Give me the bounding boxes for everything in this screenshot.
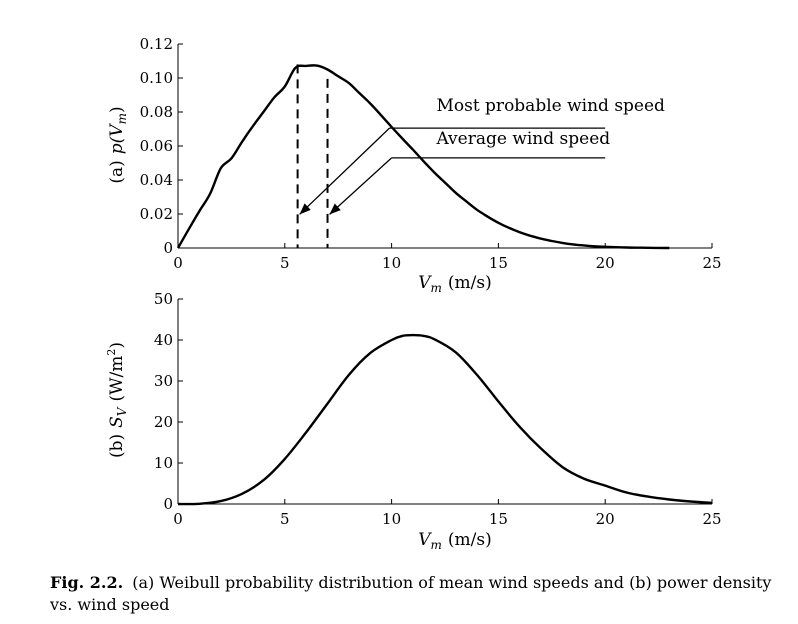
panel-b-y-tick-label: 40: [154, 331, 173, 349]
caption-text: (a) Weibull probability distribution of …: [50, 573, 772, 614]
panel-a-y-tick-label: 0: [163, 239, 173, 257]
panel-b-y-tick-label: 50: [154, 290, 173, 308]
panel-b-x-tick-label: 25: [702, 510, 721, 528]
panel-b-power-density-curve: [177, 333, 713, 506]
figure-caption: Fig. 2.2. (a) Weibull probability distri…: [50, 572, 790, 616]
panel-a-x-tick-label: 25: [702, 254, 721, 272]
average-annotation-arrow: [329, 157, 393, 215]
average-annotation-label: Average wind speed: [435, 129, 610, 149]
panel-a-y-tick-label: 0.12: [140, 35, 173, 53]
panel-a-x-tick-label: 0: [173, 254, 183, 272]
panel-a-y-tick-label: 0.06: [140, 137, 173, 155]
panel-b-y-tick-label: 0: [163, 495, 173, 513]
panel-a-annotations: Most probable wind speed Average wind spe…: [299, 96, 665, 215]
figure: 0 5 10 15 20 25 0 0.02 0.04 0.06 0.08 0.10 0.12 Mos…: [105, 35, 722, 552]
panel-b-x-ticks: 0 5 10 15 20 25: [173, 499, 722, 528]
panel-b-chart: 0 5 10 15 20 25 0 10 20 30 40 50 Vm (m/s) (b)SV(W/m…: [105, 290, 722, 552]
panel-a-y-ticks: 0 0.02 0.04 0.06 0.08 0.10 0.12: [140, 35, 183, 257]
most-probable-annotation-arrow: [299, 127, 390, 215]
panel-a-y-tick-label: 0.02: [140, 205, 173, 223]
most-probable-annotation-label: Most probable wind speed: [436, 96, 665, 116]
caption-figure-label: Fig. 2.2.: [50, 573, 124, 592]
panel-b-y-tick-label: 10: [154, 454, 173, 472]
most-probable-annotation-arrowhead: [299, 203, 311, 215]
average-annotation-arrowhead: [329, 203, 341, 215]
panel-b-y-tick-label: 20: [154, 413, 173, 431]
panel-b-y-tick-label: 30: [154, 372, 173, 390]
panel-a-y-tick-label: 0.04: [140, 171, 173, 189]
panel-b-y-ticks: 0 10 20 30 40 50: [154, 290, 183, 513]
panel-b-x-axis-label: Vm (m/s): [418, 530, 492, 552]
panel-a-x-tick-label: 10: [382, 254, 401, 272]
panel-a-chart: 0 5 10 15 20 25 0 0.02 0.04 0.06 0.08 0.10 0.12 Mos…: [107, 35, 722, 295]
panel-a-x-tick-label: 20: [596, 254, 615, 272]
panel-a-y-axis-label: (a)p(Vm): [107, 106, 129, 183]
panel-a-y-tick-label: 0.10: [140, 69, 173, 87]
panel-a-x-ticks: 0 5 10 15 20 25: [173, 243, 722, 272]
panel-b-x-tick-label: 0: [173, 510, 183, 528]
panel-a-x-tick-label: 5: [280, 254, 290, 272]
panel-b-x-tick-label: 10: [382, 510, 401, 528]
panel-a-pdf-curve: [176, 64, 670, 250]
panel-a-y-tick-label: 0.08: [140, 103, 173, 121]
panel-b-x-tick-label: 5: [280, 510, 290, 528]
panel-b-x-tick-label: 15: [489, 510, 508, 528]
panel-b-y-axis-label: (b)SV(W/m2): [105, 342, 129, 458]
panel-a-markers: [296, 64, 329, 248]
panel-b-x-tick-label: 20: [596, 510, 615, 528]
panel-a-x-tick-label: 15: [489, 254, 508, 272]
panel-a-x-axis-label: Vm (m/s): [418, 273, 492, 295]
